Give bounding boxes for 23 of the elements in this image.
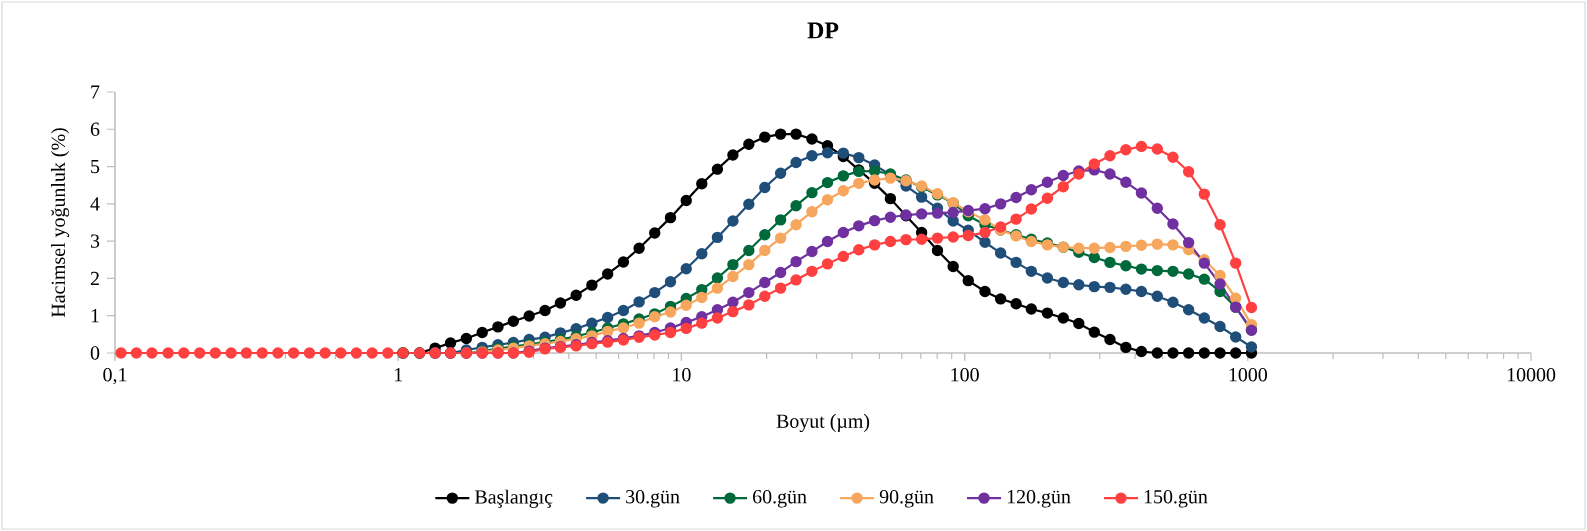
legend-label: 60.gün — [753, 489, 807, 508]
legend-label: Başlangıç — [474, 489, 553, 508]
legend-label: 120.gün — [1007, 489, 1071, 508]
y-tick-label: 6 — [90, 122, 100, 136]
x-tick-label: 1 — [394, 368, 403, 382]
legend-label: 150.gün — [1144, 489, 1208, 508]
x-tick-label: 10000 — [1507, 368, 1556, 382]
y-tick-label: 3 — [90, 234, 100, 248]
y-tick-label: 4 — [90, 197, 100, 211]
x-tick-label: 0,1 — [103, 368, 127, 385]
y-tick-label: 7 — [91, 85, 100, 99]
y-tick-label: 5 — [91, 159, 100, 174]
y-tick-label: 2 — [90, 271, 99, 286]
x-axis-title: Boyut (µm) — [776, 413, 870, 433]
legend-label: 90.gün — [879, 489, 934, 508]
chart-title: DP — [807, 22, 839, 39]
x-tick-label: 10 — [673, 368, 691, 382]
legend-label: 30.gün — [626, 489, 680, 508]
y-tick-label: 1 — [91, 309, 99, 323]
x-tick-label: 1000 — [1229, 368, 1268, 382]
y-axis-title: Hacimsel yoğunluk (%) — [50, 128, 70, 318]
x-tick-label: 100 — [951, 368, 979, 382]
y-tick-label: 0 — [90, 346, 100, 360]
